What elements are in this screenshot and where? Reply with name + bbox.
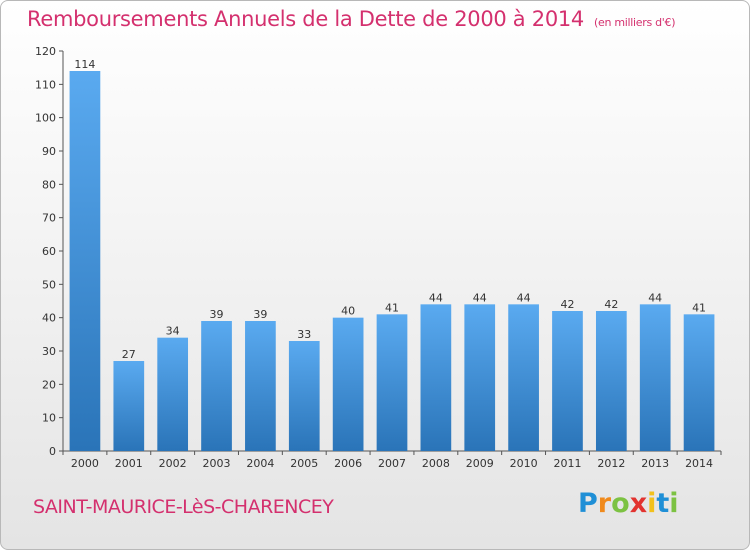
- data-label-2006: 40: [341, 305, 355, 318]
- x-tick-label-2013: 2013: [641, 457, 669, 470]
- bar-2004: [245, 321, 276, 451]
- y-tick-label: 30: [42, 345, 56, 358]
- bar-2007: [376, 314, 408, 451]
- bar-2008: [420, 304, 452, 451]
- chart-title: Remboursements Annuels de la Dette de 20…: [27, 7, 675, 31]
- y-tick-label: 50: [42, 278, 56, 291]
- x-tick-label-2014: 2014: [685, 457, 713, 470]
- data-label-2002: 34: [166, 325, 180, 338]
- x-tick-label-2003: 2003: [203, 457, 231, 470]
- x-tick-label-2006: 2006: [334, 457, 362, 470]
- x-tick-label-2000: 2000: [71, 457, 99, 470]
- bar-2005: [288, 341, 320, 451]
- y-tick-label: 10: [42, 412, 56, 425]
- data-label-2007: 41: [385, 301, 399, 314]
- x-tick-label-2001: 2001: [115, 457, 143, 470]
- logo-letter: o: [611, 488, 630, 519]
- data-label-2001: 27: [122, 348, 136, 361]
- bar-2011: [552, 311, 583, 451]
- x-tick-label-2011: 2011: [553, 457, 581, 470]
- logo-letter: x: [629, 488, 648, 519]
- y-tick-label: 100: [35, 112, 56, 125]
- chart-title-text: Remboursements Annuels de la Dette de 20…: [27, 7, 584, 31]
- logo-letter: i: [669, 488, 679, 519]
- logo-letter: r: [597, 488, 612, 519]
- chart-unit-note: (en milliers d'€): [594, 16, 676, 29]
- commune-name: SAINT-MAURICE-LèS-CHARENCEY: [33, 496, 334, 518]
- data-label-2014: 41: [692, 301, 706, 314]
- x-tick-label-2010: 2010: [510, 457, 538, 470]
- x-tick-label-2007: 2007: [378, 457, 406, 470]
- y-tick-label: 0: [49, 445, 56, 458]
- x-tick-label-2008: 2008: [422, 457, 450, 470]
- bar-2013: [639, 304, 671, 451]
- y-tick-label: 80: [42, 178, 56, 191]
- data-label-2000: 114: [74, 58, 95, 71]
- data-label-2003: 39: [210, 308, 224, 321]
- y-tick-label: 70: [42, 212, 56, 225]
- data-label-2010: 44: [517, 291, 531, 304]
- bar-2001: [113, 361, 145, 451]
- y-tick-label: 60: [42, 245, 56, 258]
- bar-2012: [595, 311, 627, 451]
- x-tick-label-2002: 2002: [159, 457, 187, 470]
- bar-2003: [201, 321, 232, 451]
- bar-2000: [69, 71, 101, 451]
- proxiti-logo: Proxiti: [578, 488, 679, 519]
- bar-2014: [683, 314, 715, 451]
- data-label-2008: 44: [429, 291, 443, 304]
- y-tick-label: 90: [42, 145, 56, 158]
- data-label-2009: 44: [473, 291, 487, 304]
- data-label-2005: 33: [297, 328, 311, 341]
- data-label-2011: 42: [560, 298, 574, 311]
- logo-letter: P: [578, 488, 598, 519]
- x-tick-label-2009: 2009: [466, 457, 494, 470]
- logo-letter: t: [656, 488, 670, 519]
- data-label-2012: 42: [604, 298, 618, 311]
- x-tick-label-2004: 2004: [246, 457, 274, 470]
- bar-2010: [508, 304, 539, 451]
- x-tick-label-2012: 2012: [597, 457, 625, 470]
- y-tick-label: 120: [35, 45, 56, 58]
- x-tick-label-2005: 2005: [290, 457, 318, 470]
- data-label-2004: 39: [253, 308, 267, 321]
- y-tick-label: 20: [42, 378, 56, 391]
- bar-2009: [464, 304, 496, 451]
- y-tick-label: 40: [42, 312, 56, 325]
- bar-2006: [332, 317, 364, 451]
- y-tick-label: 110: [35, 78, 56, 91]
- logo-letter: i: [647, 488, 657, 519]
- bar-2002: [157, 337, 189, 451]
- data-label-2013: 44: [648, 291, 662, 304]
